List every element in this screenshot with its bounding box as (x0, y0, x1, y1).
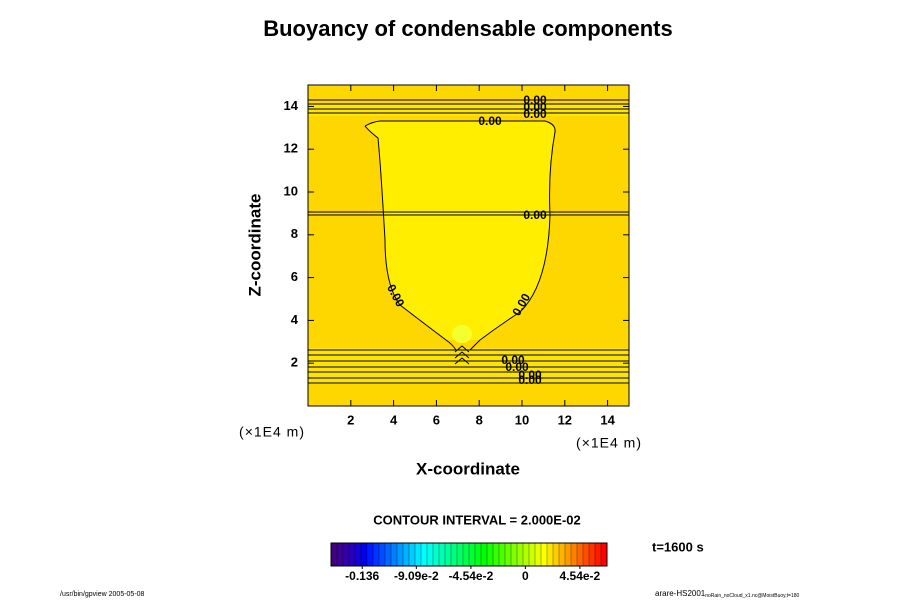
colorbar-cell (390, 542, 398, 567)
colorbar-cell (600, 542, 608, 567)
colorbar-cell (402, 542, 410, 567)
chart-title: Buoyancy of condensable components (263, 16, 673, 41)
colorbar-cell (360, 542, 368, 567)
colorbar-cell (468, 542, 476, 567)
field-band (308, 104, 629, 116)
x-tick-label: 2 (347, 412, 354, 427)
colorbar-cell (480, 542, 488, 567)
colorbar-cell (372, 542, 380, 567)
colorbar-cell (336, 542, 344, 567)
y-tick-label: 6 (291, 269, 298, 284)
x-tick-label: 12 (558, 412, 572, 427)
colorbar-cell (516, 542, 524, 567)
contour-label: 0.00 (523, 100, 547, 114)
contour-label: 0.00 (518, 368, 542, 382)
y-tick-label: 12 (284, 141, 298, 156)
contour-label: 0.00 (501, 353, 525, 367)
colorbar-cell (540, 542, 548, 567)
colorbar-cell (432, 542, 440, 567)
contour-lines (308, 99, 629, 384)
colorbar-cell (492, 542, 500, 567)
footer-left: /usr/bin/gpview 2005-05-08 (60, 591, 145, 598)
x-tick-label: 6 (433, 412, 440, 427)
colorbar-cell (522, 542, 530, 567)
y-tick-label: 10 (284, 183, 298, 198)
contour-label: 0.00 (505, 360, 529, 374)
contour-interval: CONTOUR INTERVAL = 2.000E-02 (373, 512, 580, 527)
y-tick-label: 2 (291, 355, 298, 370)
time-label: t=1600 s (652, 539, 704, 554)
colorbar-cell (462, 542, 470, 567)
x-axis-label: X-coordinate (416, 459, 520, 478)
y-axis-label: Z-coordinate (245, 194, 264, 297)
colorbar-cell (456, 542, 464, 567)
contour-label: 0.00 (478, 114, 502, 128)
colorbar-cell (588, 542, 596, 567)
colorbar-tick-label: -4.54e-2 (449, 569, 494, 583)
colorbar-cell (426, 542, 434, 567)
field-band (308, 348, 629, 384)
colorbar-cell (504, 542, 512, 567)
colorbar-cell (486, 542, 494, 567)
y-tick-label: 14 (284, 98, 299, 113)
colorbar-cell (330, 542, 338, 567)
colorbar-cell (498, 542, 506, 567)
colorbar-cell (534, 542, 542, 567)
contour-line (454, 345, 470, 365)
colorbar-cell (558, 542, 566, 567)
colorbar-cell (408, 542, 416, 567)
colorbar-cell (396, 542, 404, 567)
colorbar-cell (378, 542, 386, 567)
colorbar-cell (510, 542, 518, 567)
colorbar-tick-label: 4.54e-2 (560, 569, 601, 583)
colorbar-cell (438, 542, 446, 567)
colorbar-tick-label: -9.09e-2 (394, 569, 439, 583)
colorbar-tick-label: 0 (522, 569, 529, 583)
x-tick-label: 8 (476, 412, 483, 427)
colorbar-cell (366, 542, 374, 567)
x-tick-label: 10 (515, 412, 529, 427)
contour-line (364, 120, 556, 351)
colorbar-cell (450, 542, 458, 567)
contour-label: 0.00 (523, 93, 547, 107)
plot-frame (307, 84, 630, 407)
colorbar-cell (570, 542, 578, 567)
colorbar-cell (420, 542, 428, 567)
colorbar-cell (444, 542, 452, 567)
colorbar-cell (414, 542, 422, 567)
y-tick-label: 8 (291, 226, 298, 241)
colorbar-frame (330, 542, 608, 567)
colorbar-cell (384, 542, 392, 567)
contour-label: 0.00 (523, 107, 547, 121)
contour-label: 0.00 (518, 373, 542, 387)
colorbar-cell (582, 542, 590, 567)
colorbar-cell (528, 542, 536, 567)
colorbar-cell (552, 542, 560, 567)
colorbar-cell (354, 542, 362, 567)
x-unit-left: (×1E4 m) (239, 424, 305, 440)
x-tick-label: 14 (600, 412, 615, 427)
plume-region (365, 121, 556, 340)
contour-label: 0.00 (523, 208, 547, 222)
x-unit: (×1E4 m) (576, 435, 642, 451)
colorbar-cell (564, 542, 572, 567)
plume-core (452, 325, 472, 343)
colorbar-cell (546, 542, 554, 567)
colorbar-cell (576, 542, 584, 567)
colorbar-cell (342, 542, 350, 567)
footer-right: arare-HS2001noRain_noCloud_x1.nc@MoistBu… (655, 589, 800, 599)
colorbar-cell (348, 542, 356, 567)
footer-right-main: arare-HS2001 (655, 589, 706, 598)
footer-right-sub: noRain_noCloud_x1.nc@MoistBuoy,t=180 (705, 593, 799, 599)
contour-line (308, 99, 629, 384)
colorbar-tick-label: -0.136 (345, 569, 379, 583)
colorbar-cell (594, 542, 602, 567)
y-tick-label: 4 (291, 312, 299, 327)
x-tick-label: 4 (390, 412, 398, 427)
colorbar-cell (474, 542, 482, 567)
